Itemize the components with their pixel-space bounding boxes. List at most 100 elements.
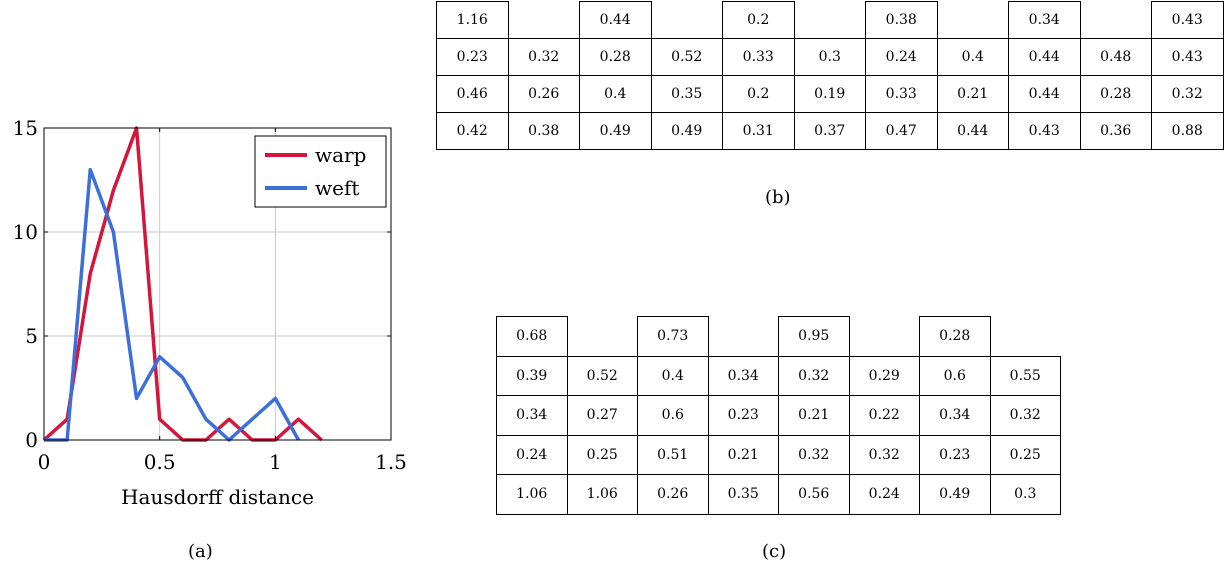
table-c-cell: 0.23	[707, 395, 779, 436]
table-b-cell: 0.43	[1151, 38, 1224, 76]
table-b-cell: 0.24	[865, 38, 938, 76]
table-c-cell: 0.51	[637, 434, 709, 475]
table-c-cell: 0.68	[496, 316, 568, 357]
table-c-cell: 0.35	[707, 474, 779, 515]
table-b-cell	[794, 2, 866, 39]
x-tick-label: 1	[269, 450, 282, 474]
legend-label-warp: warp	[315, 143, 366, 167]
hausdorff-line-chart: 0 0.5 1 1.5 0 5 10 15 Hausdorff distance warp weft	[13, 116, 407, 509]
table-b-cell: 0.19	[793, 75, 866, 113]
table-c-cell: 0.49	[919, 474, 991, 515]
table-c-cell: 0.29	[848, 355, 920, 396]
table-c-cell: 0.21	[707, 434, 779, 475]
x-tick-label: 1.5	[375, 450, 407, 474]
table-b-cell: 0.31	[722, 112, 795, 150]
table-b-cell: 0.38	[507, 112, 580, 150]
table-c-cell: 0.56	[778, 474, 850, 515]
table-c-cell: 0.25	[566, 434, 638, 475]
table-c-cell: 0.21	[778, 395, 850, 436]
x-tick-label: 0.5	[144, 450, 176, 474]
table-b-row: 0.23 0.32 0.28 0.52 0.33 0.3 0.24 0.4 0.44 0.48 0.…	[436, 38, 1224, 76]
table-c-row: 0.68 0.73 0.95 0.28	[496, 316, 1061, 357]
table-b-cell: 0.36	[1079, 112, 1152, 150]
table-c-cell: 0.3	[989, 474, 1061, 515]
table-b-row: 0.46 0.26 0.4 0.35 0.2 0.19 0.33 0.21 0.44 0.28 0.…	[436, 75, 1224, 113]
table-c-cell: 0.34	[496, 395, 568, 436]
table-c-cell: 0.26	[637, 474, 709, 515]
table-c-cell: 0.95	[778, 316, 850, 357]
table-b-cell	[651, 2, 723, 39]
table-b-cell: 0.43	[1151, 1, 1224, 39]
table-c-cell: 0.32	[778, 434, 850, 475]
table-b-cell: 0.46	[436, 75, 509, 113]
table-b-cell: 0.52	[650, 38, 723, 76]
table-b: 1.16 0.44 0.2 0.38 0.34 0.43 0.23 0.32 0.28 0.52 0…	[436, 1, 1224, 150]
table-b-cell: 0.26	[507, 75, 580, 113]
table-c-cell	[708, 317, 779, 357]
caption-a: (a)	[188, 541, 213, 562]
table-b-cell: 0.37	[793, 112, 866, 150]
table-c-cell: 0.23	[919, 434, 991, 475]
table-b-cell: 0.43	[1008, 112, 1081, 150]
table-c-cell: 1.06	[496, 474, 568, 515]
caption-b: (b)	[765, 187, 791, 208]
table-b-cell: 0.44	[936, 112, 1009, 150]
table-c-row: 0.39 0.52 0.4 0.34 0.32 0.29 0.6 0.55	[496, 355, 1061, 396]
caption-c: (c)	[762, 541, 787, 562]
table-b-cell: 0.88	[1151, 112, 1224, 150]
y-tick-label: 5	[25, 324, 38, 348]
table-c-cell	[567, 317, 638, 357]
table-b-cell: 0.35	[650, 75, 723, 113]
table-c-cell: 0.39	[496, 355, 568, 396]
table-b-cell: 0.33	[865, 75, 938, 113]
table-b-cell: 0.33	[722, 38, 795, 76]
plot-frame	[43, 127, 392, 441]
table-b-cell: 0.32	[1151, 75, 1224, 113]
table-b-cell: 0.4	[936, 38, 1009, 76]
table-b-cell: 0.34	[1008, 1, 1081, 39]
legend-label-weft: weft	[315, 176, 359, 200]
table-b-cell: 0.4	[579, 75, 652, 113]
table-b-cell: 0.47	[865, 112, 938, 150]
table-c-cell	[849, 317, 920, 357]
table-b-cell: 0.2	[722, 1, 795, 39]
table-b-cell: 0.44	[1008, 38, 1081, 76]
table-c-cell: 0.52	[566, 355, 638, 396]
series-line-weft	[44, 167, 300, 442]
table-c-cell: 0.32	[989, 395, 1061, 436]
table-b-cell: 0.2	[722, 75, 795, 113]
table-b-cell: 0.21	[936, 75, 1009, 113]
table-b-cell: 0.28	[579, 38, 652, 76]
table-c-row: 1.06 1.06 0.26 0.35 0.56 0.24 0.49 0.3	[496, 474, 1061, 515]
table-b-cell	[508, 2, 580, 39]
table-c: 0.68 0.73 0.95 0.28 0.39 0.52 0.4 0.34 0.32 0.29 0…	[496, 316, 1061, 515]
table-b-cell	[937, 2, 1009, 39]
table-b-row: 0.42 0.38 0.49 0.49 0.31 0.37 0.47 0.44 0.43 0.36…	[436, 112, 1224, 150]
table-c-cell: 0.25	[989, 434, 1061, 475]
table-b-cell: 0.23	[436, 38, 509, 76]
table-b-cell: 0.38	[865, 1, 938, 39]
x-axis-label: Hausdorff distance	[121, 485, 314, 509]
table-c-cell: 0.4	[637, 355, 709, 396]
table-b-cell: 0.32	[507, 38, 580, 76]
table-c-cell: 0.22	[848, 395, 920, 436]
table-c-cell: 0.34	[919, 395, 991, 436]
table-b-cell: 0.44	[1008, 75, 1081, 113]
table-b-cell: 0.3	[793, 38, 866, 76]
table-b-cell: 0.28	[1079, 75, 1152, 113]
legend-box	[254, 135, 387, 208]
table-c-row: 0.34 0.27 0.6 0.23 0.21 0.22 0.34 0.32	[496, 395, 1061, 436]
table-c-cell: 0.55	[989, 355, 1061, 396]
table-b-row: 1.16 0.44 0.2 0.38 0.34 0.43	[436, 1, 1224, 39]
table-c-cell: 0.24	[848, 474, 920, 515]
table-b-cell: 0.42	[436, 112, 509, 150]
table-b-cell: 1.16	[436, 1, 509, 39]
table-c-cell: 0.73	[637, 316, 709, 357]
y-tick-label: 10	[13, 220, 38, 244]
table-c-cell: 0.34	[707, 355, 779, 396]
table-c-cell: 0.28	[919, 316, 991, 357]
table-c-cell: 0.27	[566, 395, 638, 436]
table-b-cell: 0.49	[650, 112, 723, 150]
table-b-cell: 0.49	[579, 112, 652, 150]
table-c-cell: 1.06	[566, 474, 638, 515]
